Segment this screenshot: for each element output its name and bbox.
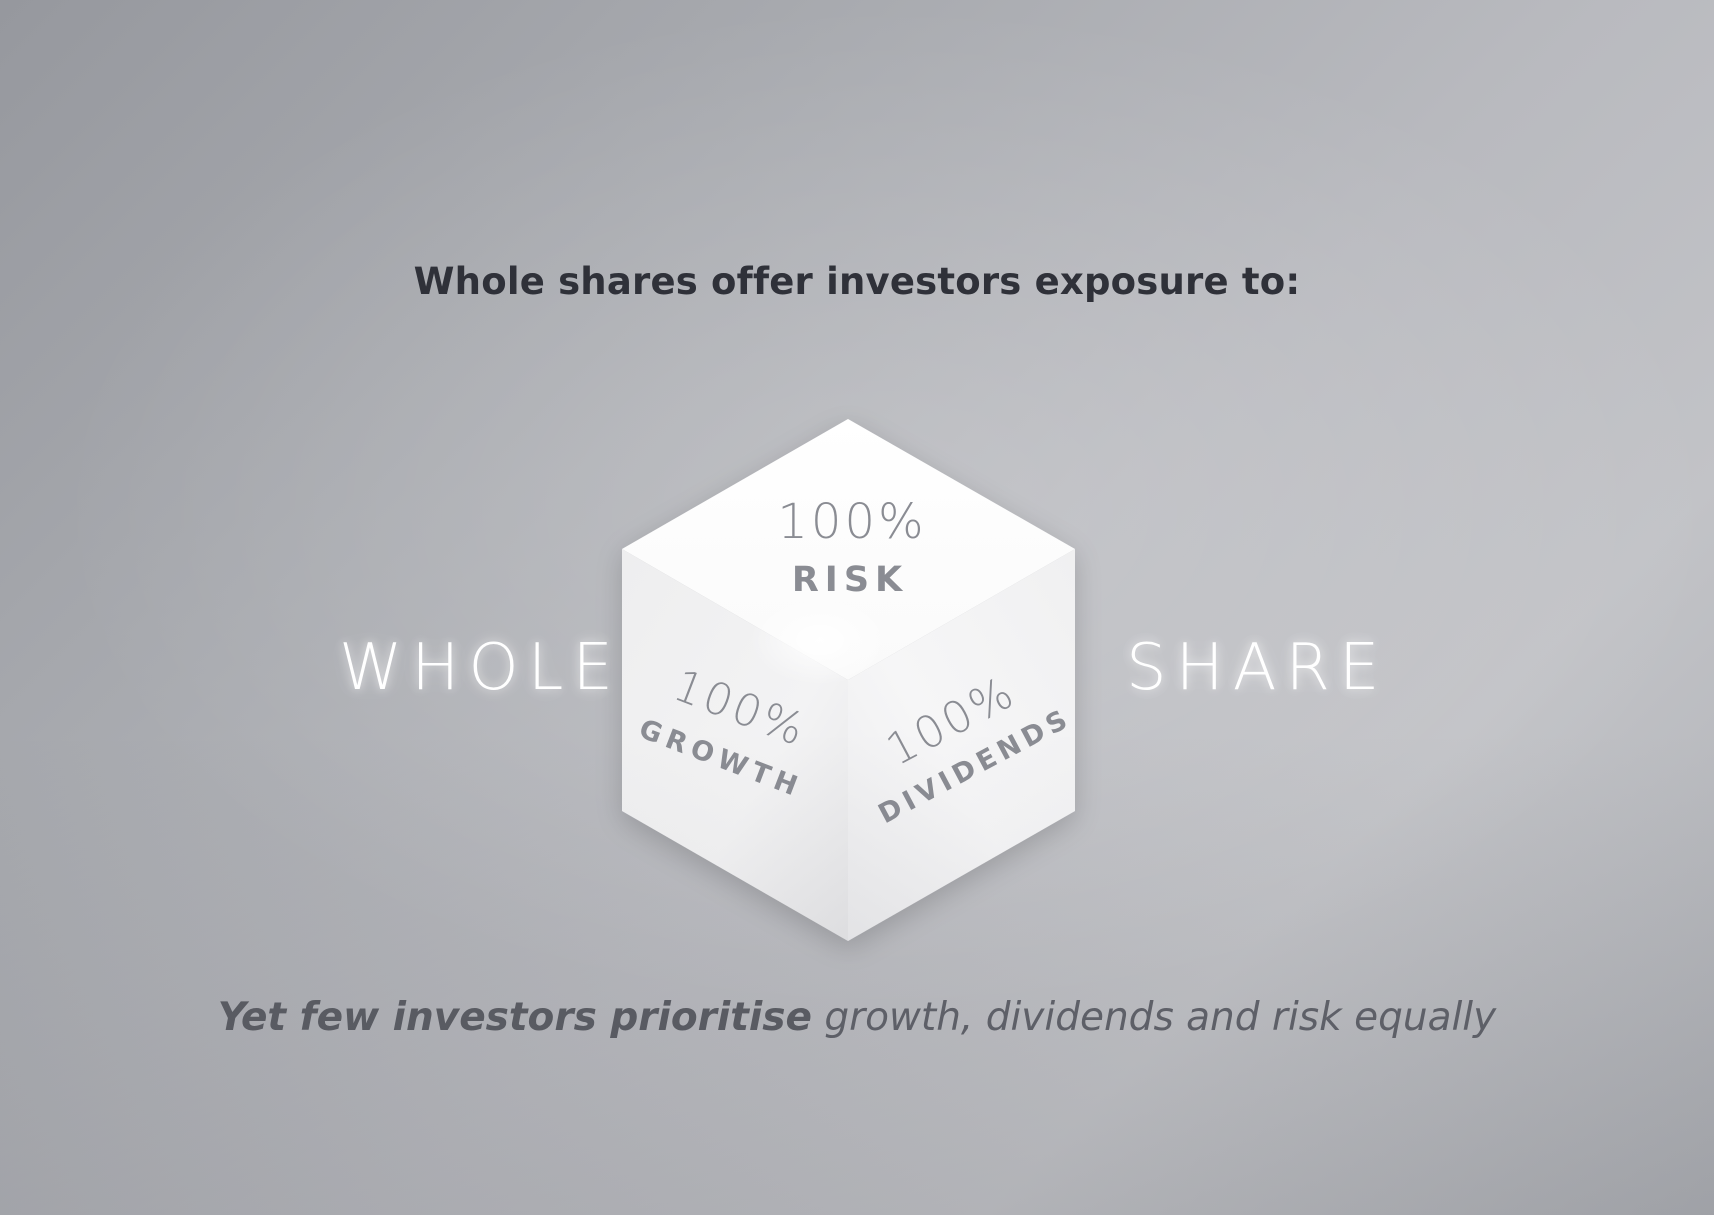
risk-percent: 100% [777, 494, 926, 550]
cube-highlight [750, 595, 890, 685]
cube-right-face [848, 549, 1075, 941]
whole-label: WHOLE [339, 631, 622, 705]
headline: Whole shares offer investors exposure to… [413, 260, 1301, 303]
cube-left-face [622, 549, 848, 941]
footer-tagline: Yet few investors prioritise growth, div… [0, 995, 1714, 1040]
footer-bold-text: Yet few investors prioritise [217, 995, 812, 1040]
share-label: SHARE [1126, 631, 1389, 705]
footer-light-text: growth, dividends and risk equally [824, 995, 1497, 1040]
cube-top-face [622, 419, 1075, 680]
risk-label: RISK [792, 560, 908, 600]
